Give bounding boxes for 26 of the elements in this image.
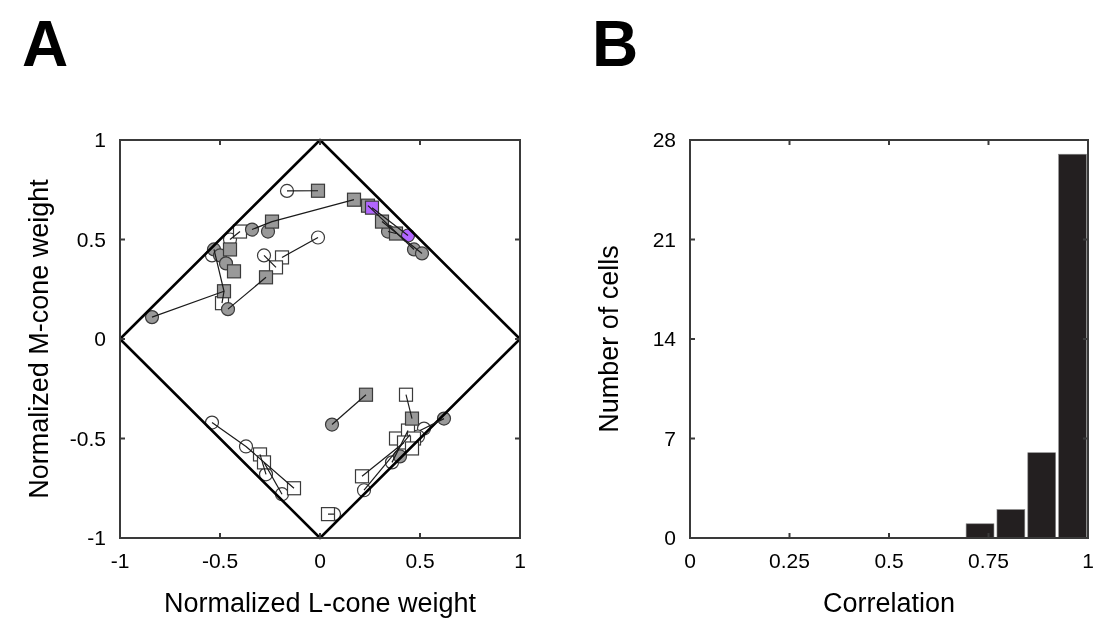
y-tick-label: 7 xyxy=(664,426,676,450)
y-tick-label: 1 xyxy=(94,128,106,151)
y-tick-label: -0.5 xyxy=(69,426,106,450)
chart-title: A xyxy=(22,8,69,80)
x-tick-label: 0 xyxy=(314,549,326,572)
x-tick-label: 0.25 xyxy=(769,549,810,572)
x-tick-label: 0.5 xyxy=(405,549,435,572)
x-tick-label: 0.5 xyxy=(874,549,904,572)
x-tick-label: 0 xyxy=(684,549,696,572)
y-tick-label: 0.5 xyxy=(76,227,106,251)
y-tick-label: 14 xyxy=(652,327,677,350)
x-tick-label: 1 xyxy=(514,549,526,572)
x-axis-title: Normalized L-cone weight xyxy=(163,588,477,618)
x-tick-label: 0.75 xyxy=(968,549,1009,572)
y-tick-label: 0 xyxy=(94,327,106,350)
y-axis-title: Normalized M-cone weight xyxy=(24,178,54,499)
y-tick-label: 28 xyxy=(652,128,676,151)
x-tick-label: -1 xyxy=(110,549,130,572)
x-tick-label: -0.5 xyxy=(201,549,239,572)
y-axis-title: Number of cells xyxy=(594,245,624,433)
y-tick-label: 21 xyxy=(652,227,676,251)
x-axis-title: Correlation xyxy=(822,588,956,618)
chart-title: B xyxy=(592,8,639,80)
y-tick-label: -1 xyxy=(87,526,106,549)
y-tick-label: 0 xyxy=(664,526,676,549)
x-tick-label: 1 xyxy=(1082,549,1094,572)
